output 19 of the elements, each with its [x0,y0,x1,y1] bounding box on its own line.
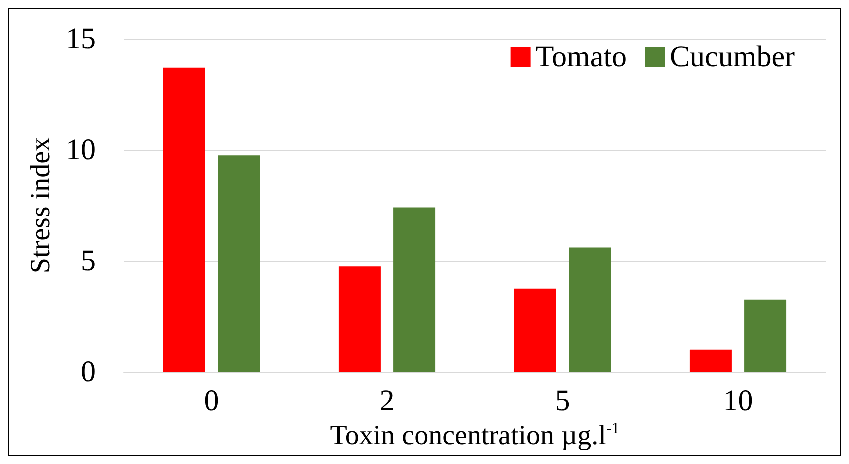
bar [744,300,787,372]
legend-label: Tomato [536,40,628,74]
bar [514,288,556,372]
bar [569,248,612,372]
y-tick-label: 5 [81,244,96,278]
x-tick-label: 2 [380,384,395,418]
x-tick-label: 10 [723,384,754,418]
y-axis-title: Stress index [26,137,57,274]
bar [163,68,206,372]
bar [690,350,732,372]
x-tick-label: 0 [204,384,220,418]
y-tick-label: 15 [66,22,96,56]
legend-label: Cucumber [670,40,796,74]
x-tick-label: 5 [555,384,570,418]
bar [394,208,436,372]
y-tick-label: 0 [81,356,96,389]
bar [338,266,381,372]
y-tick-label: 10 [66,134,96,167]
bar [218,156,260,372]
